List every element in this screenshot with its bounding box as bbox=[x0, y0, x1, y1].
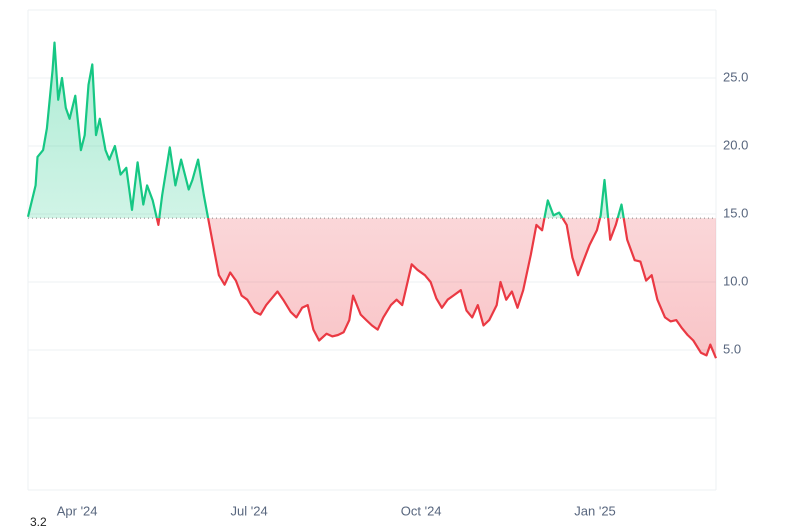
corner-label: 3.2 bbox=[30, 515, 47, 529]
y-tick-label: 25.0 bbox=[723, 69, 748, 84]
y-tick-label: 10.0 bbox=[723, 273, 748, 288]
y-tick-label: 20.0 bbox=[723, 137, 748, 152]
y-tick-label: 15.0 bbox=[723, 205, 748, 220]
x-tick-label: Oct '24 bbox=[401, 503, 442, 518]
y-tick-label: 5.0 bbox=[723, 341, 741, 356]
x-tick-label: Apr '24 bbox=[57, 503, 98, 518]
line-down bbox=[155, 218, 718, 359]
area-down bbox=[156, 218, 716, 359]
x-tick-label: Jan '25 bbox=[574, 503, 616, 518]
line-up bbox=[26, 41, 625, 219]
x-tick-label: Jul '24 bbox=[231, 503, 268, 518]
